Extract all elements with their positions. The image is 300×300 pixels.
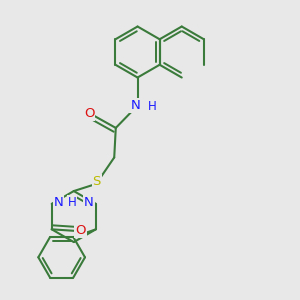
Text: N: N: [130, 99, 140, 112]
Text: O: O: [84, 107, 94, 120]
Text: H: H: [68, 196, 76, 209]
Text: H: H: [148, 100, 157, 113]
Text: N: N: [54, 196, 63, 209]
Text: S: S: [93, 175, 101, 188]
Text: O: O: [75, 224, 86, 237]
Text: N: N: [84, 196, 94, 209]
